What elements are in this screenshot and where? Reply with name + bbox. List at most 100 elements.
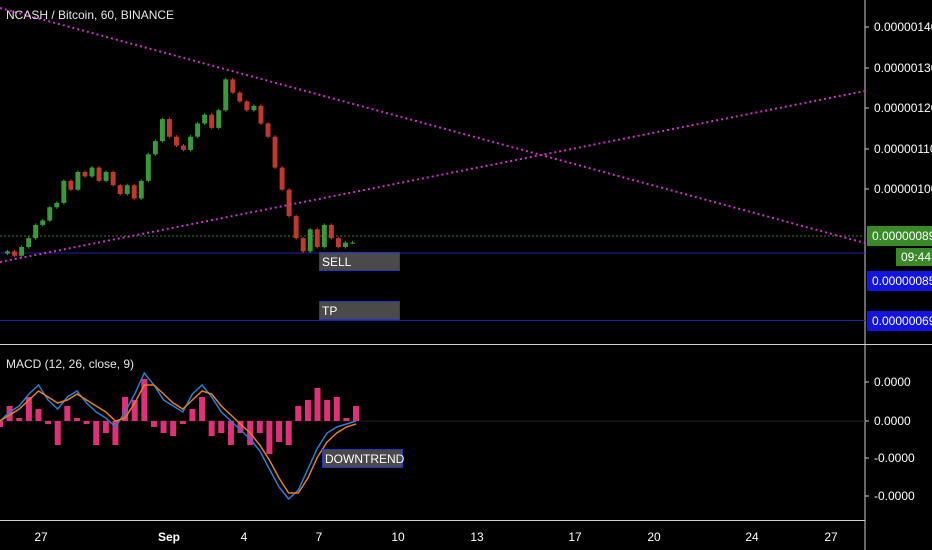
macd-line [0, 371, 357, 501]
macd-histogram-bar [160, 421, 167, 433]
price-tick: 0.00000100 [874, 182, 932, 196]
price-tick: 0.00000140 [874, 20, 932, 34]
symbol-label: NCASH / Bitcoin, 60, BINANCE [6, 8, 174, 22]
macd-histogram-bar [73, 418, 80, 421]
candle-body [110, 172, 116, 186]
downtrend-annotation-label: DOWNTREND [325, 452, 405, 466]
macd-histogram-bar [285, 421, 292, 445]
candle-body [293, 216, 299, 239]
price-pane[interactable] [0, 0, 865, 344]
macd-histogram-bar [6, 406, 13, 421]
macd-histogram-bar [333, 397, 340, 421]
candle-body [328, 224, 334, 239]
candle-body [152, 141, 158, 155]
countdown-value: 09:44 [901, 250, 931, 264]
macd-histogram-bar [276, 421, 283, 442]
candle-body [188, 136, 194, 150]
candle-body [342, 242, 348, 247]
candle-body [138, 180, 144, 199]
sell-level-price-label: 0.00000085 [867, 271, 932, 291]
candle-body [272, 136, 278, 168]
macd-histogram-bar [64, 406, 71, 421]
macd-histogram-bar [35, 409, 42, 421]
ascending-trendline[interactable] [0, 90, 866, 263]
macd-histogram-bar [227, 421, 234, 445]
tp-level-value: 0.00000069 [872, 314, 932, 328]
macd-histogram-bar [122, 397, 129, 421]
candle-body [230, 79, 236, 93]
candle-body [54, 202, 60, 208]
candle-body [47, 207, 53, 221]
candle-body [124, 185, 130, 195]
macd-axis[interactable]: 0.0000 0.0000 -0.0000 -0.0000 [865, 375, 915, 503]
candle-body [300, 238, 306, 252]
macd-histogram-bar [112, 421, 119, 445]
macd-histogram-bar [170, 421, 177, 436]
time-axis[interactable]: 27 Sep 4 7 10 13 17 20 24 27 [34, 530, 838, 544]
candle-body [350, 242, 355, 244]
time-tick: 27 [824, 530, 838, 544]
candle-body [258, 105, 264, 124]
candle-body [82, 172, 88, 177]
candle-body [89, 167, 95, 177]
candle-body [19, 246, 25, 256]
candles-layer [5, 77, 355, 258]
candle-body [26, 238, 32, 247]
candle-body [307, 229, 313, 252]
candle-body [279, 167, 285, 190]
candle-body [195, 123, 201, 137]
macd-histogram-bar [16, 418, 23, 421]
candle-body [103, 172, 109, 181]
macd-tick: -0.0000 [874, 451, 915, 465]
macd-histogram-bar [304, 400, 311, 421]
macd-histogram-bar [256, 421, 263, 433]
candle-body [174, 136, 179, 146]
price-tick: 0.00000110 [874, 142, 932, 156]
macd-tick: -0.0000 [874, 489, 915, 503]
sell-annotation-label: SELL [322, 255, 352, 269]
descending-trendline[interactable] [0, 7, 866, 244]
macd-histogram-bar [237, 421, 244, 433]
candle-body [244, 101, 250, 111]
time-tick: 13 [470, 530, 484, 544]
tp-annotation[interactable]: TP [319, 301, 400, 320]
candle-body [75, 172, 81, 190]
tp-level-price-label: 0.00000069 [867, 311, 932, 331]
macd-tick: 0.0000 [874, 375, 911, 389]
time-tick: 4 [241, 530, 248, 544]
macd-histogram-bar [314, 388, 321, 421]
candle-body [96, 167, 102, 181]
sell-annotation[interactable]: SELL [319, 252, 400, 271]
price-tick: 0.00000130 [874, 61, 932, 75]
time-tick: 24 [745, 530, 759, 544]
macd-histogram-bar [218, 421, 225, 433]
downtrend-annotation[interactable]: DOWNTREND [322, 449, 405, 468]
countdown-label: 09:44 [896, 248, 932, 266]
macd-histogram-bar [189, 409, 196, 421]
time-tick: Sep [158, 530, 180, 544]
macd-pane[interactable] [0, 346, 865, 520]
candle-body [61, 180, 67, 203]
candle-body [145, 154, 151, 181]
candle-body [321, 224, 327, 247]
candle-body [117, 185, 123, 195]
candle-body [33, 224, 39, 239]
macd-histogram-bar [141, 379, 148, 421]
macd-histogram-bar [266, 421, 273, 454]
macd-histogram-bar [179, 421, 186, 424]
candle-body [40, 220, 46, 225]
tp-annotation-label: TP [322, 304, 337, 318]
macd-histogram-bar [295, 406, 302, 421]
macd-histogram-bar [353, 406, 359, 421]
macd-histogram-bar [131, 400, 138, 421]
candle-body [166, 119, 172, 137]
time-tick: 10 [391, 530, 405, 544]
price-tick: 0.00000120 [874, 101, 932, 115]
candle-body [314, 229, 320, 247]
macd-histogram-bar [83, 421, 90, 424]
price-axis[interactable]: 0.00000140 0.00000130 0.00000120 0.00000… [865, 20, 932, 196]
time-tick: 20 [647, 530, 661, 544]
candle-body [12, 251, 18, 256]
candle-body [251, 105, 257, 111]
